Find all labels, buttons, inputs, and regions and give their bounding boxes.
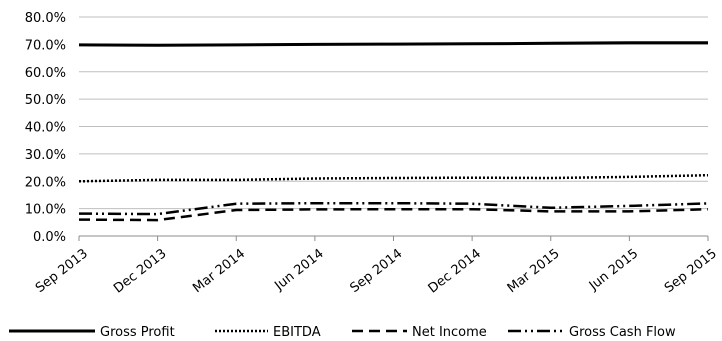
y-tick-label: 80.0%: [25, 11, 66, 26]
legend-label: Gross Cash Flow: [569, 325, 676, 340]
y-tick-label: 10.0%: [25, 203, 66, 218]
legend-label: Gross Profit: [100, 325, 175, 340]
y-tick-label: 30.0%: [25, 148, 66, 163]
x-tick-label: Sep 2013: [33, 246, 91, 296]
x-tick-label: Mar 2014: [190, 246, 248, 296]
x-tick-label: Sep 2014: [348, 246, 406, 296]
x-tick-label: Dec 2013: [111, 246, 169, 296]
x-tick-label: Jun 2014: [271, 246, 326, 294]
y-tick-label: 70.0%: [25, 38, 66, 53]
series-line-gross-profit: [78, 41, 708, 47]
y-tick-labels: 0.0% 10.0% 20.0% 30.0% 40.0% 50.0% 60.0% 70.0% 8…: [25, 11, 66, 245]
y-tick-label: 50.0%: [25, 93, 66, 108]
series-lines: [78, 41, 709, 222]
x-tick-label: Jun 2015: [586, 246, 641, 294]
x-tick-labels: Sep 2013 Dec 2013 Mar 2014 Jun 2014 Sep 2014…: [33, 246, 720, 296]
axes: [78, 235, 709, 241]
y-tick-label: 60.0%: [25, 66, 66, 81]
x-tick-label: Mar 2015: [505, 246, 563, 296]
series-line-gross-cash-flow: [78, 201, 709, 216]
x-tick-label: Sep 2015: [662, 246, 720, 296]
y-tick-label: 20.0%: [25, 175, 66, 190]
x-tick-label: Dec 2014: [426, 246, 484, 296]
y-tick-label: 0.0%: [33, 230, 66, 245]
legend-label: Net Income: [412, 325, 487, 340]
series-line-ebitda: [78, 173, 709, 183]
y-tick-label: 40.0%: [25, 121, 66, 136]
series-line-net-income: [78, 207, 709, 222]
legend-label: EBITDA: [273, 325, 321, 340]
legend: Gross Profit EBITDA Net Income Gross Cash F…: [9, 325, 676, 340]
